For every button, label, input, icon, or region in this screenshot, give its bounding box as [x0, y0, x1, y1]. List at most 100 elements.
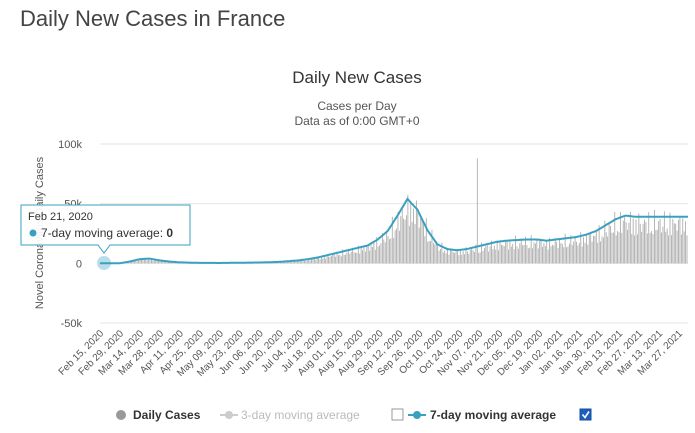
daily-case-bar[interactable] — [313, 258, 315, 264]
daily-case-bar[interactable] — [682, 218, 684, 264]
legend-7day-checkbox[interactable] — [579, 408, 592, 421]
daily-case-bar[interactable] — [301, 260, 303, 264]
daily-case-bar[interactable] — [583, 237, 585, 264]
daily-case-bar[interactable] — [330, 256, 332, 264]
daily-case-bar[interactable] — [445, 253, 447, 264]
daily-case-bar[interactable] — [342, 249, 344, 264]
daily-case-bar[interactable] — [573, 241, 575, 264]
daily-case-bar[interactable] — [366, 245, 368, 264]
seven-day-average-line[interactable] — [100, 197, 688, 265]
daily-case-bar[interactable] — [676, 230, 678, 264]
daily-case-bar[interactable] — [495, 249, 497, 264]
daily-case-bar[interactable] — [520, 238, 522, 264]
daily-case-bar[interactable] — [485, 246, 487, 264]
daily-case-bar[interactable] — [363, 247, 365, 264]
daily-case-bar[interactable] — [665, 231, 667, 264]
daily-case-bar[interactable] — [465, 247, 467, 264]
daily-case-bar[interactable] — [636, 234, 638, 264]
daily-case-bar[interactable] — [308, 258, 310, 264]
daily-case-bar[interactable] — [594, 235, 596, 264]
daily-case-bar[interactable] — [598, 225, 600, 264]
daily-case-bar[interactable] — [551, 244, 553, 264]
daily-case-bar[interactable] — [413, 208, 414, 264]
daily-case-bar[interactable] — [315, 259, 317, 264]
daily-case-bar[interactable] — [136, 261, 138, 264]
daily-case-bar[interactable] — [666, 228, 668, 264]
daily-case-bar[interactable] — [415, 200, 417, 264]
daily-case-bar[interactable] — [577, 245, 579, 264]
daily-case-bar[interactable] — [576, 241, 577, 264]
daily-case-bar[interactable] — [292, 260, 294, 264]
daily-case-bar[interactable] — [160, 260, 162, 264]
daily-case-bar[interactable] — [291, 261, 293, 264]
daily-case-bar[interactable] — [444, 250, 446, 264]
daily-case-bar[interactable] — [418, 227, 420, 264]
daily-case-bar[interactable] — [151, 259, 152, 264]
daily-case-bar[interactable] — [611, 232, 613, 264]
daily-case-bar[interactable] — [544, 245, 546, 264]
daily-case-bar[interactable] — [461, 254, 463, 264]
daily-case-bar[interactable] — [373, 242, 375, 264]
daily-case-bar[interactable] — [536, 239, 538, 264]
daily-case-bar[interactable] — [381, 233, 383, 264]
daily-case-bar[interactable] — [564, 233, 566, 264]
daily-case-bar[interactable] — [134, 261, 135, 264]
daily-case-bar[interactable] — [159, 260, 161, 264]
daily-case-bar[interactable] — [659, 218, 661, 264]
daily-case-bar[interactable] — [612, 232, 614, 264]
daily-case-bar[interactable] — [166, 261, 168, 264]
daily-case-bar[interactable] — [391, 216, 393, 264]
daily-case-bar[interactable] — [451, 250, 453, 264]
daily-case-bar[interactable] — [156, 260, 158, 264]
daily-case-bar[interactable] — [146, 260, 148, 264]
daily-case-bar[interactable] — [584, 242, 586, 264]
daily-case-bar[interactable] — [550, 246, 552, 264]
daily-case-bar[interactable] — [632, 218, 634, 264]
daily-case-bar[interactable] — [607, 236, 609, 264]
daily-case-bar[interactable] — [299, 260, 301, 264]
daily-case-bar[interactable] — [374, 249, 376, 264]
daily-case-bar[interactable] — [533, 242, 535, 264]
daily-case-bar[interactable] — [430, 241, 431, 264]
daily-case-bar[interactable] — [508, 249, 509, 264]
daily-case-bar[interactable] — [139, 259, 141, 264]
daily-case-bar[interactable] — [311, 259, 312, 264]
daily-case-bar[interactable] — [318, 256, 320, 264]
daily-case-bar[interactable] — [530, 235, 532, 264]
daily-case-bar[interactable] — [686, 235, 688, 264]
daily-case-bar[interactable] — [542, 246, 543, 264]
daily-case-bar[interactable] — [649, 232, 651, 264]
daily-case-bar[interactable] — [312, 258, 314, 264]
daily-case-bar[interactable] — [165, 261, 167, 264]
daily-case-bar[interactable] — [162, 261, 164, 264]
daily-case-bar[interactable] — [364, 251, 366, 264]
daily-case-bar[interactable] — [432, 242, 434, 264]
daily-case-bar[interactable] — [539, 240, 541, 264]
daily-case-bar[interactable] — [469, 249, 471, 264]
daily-case-bar[interactable] — [155, 260, 157, 264]
daily-case-bar[interactable] — [652, 233, 654, 264]
daily-case-bar[interactable] — [600, 241, 602, 264]
daily-case-bar[interactable] — [489, 246, 491, 264]
daily-case-bar[interactable] — [631, 234, 633, 264]
daily-case-bar[interactable] — [369, 250, 371, 264]
daily-case-bar[interactable] — [349, 253, 351, 264]
daily-case-bar[interactable] — [298, 260, 300, 264]
daily-case-bar[interactable] — [513, 249, 515, 264]
daily-case-bar[interactable] — [629, 211, 631, 264]
daily-case-bar[interactable] — [343, 254, 345, 264]
daily-case-bar[interactable] — [605, 232, 607, 264]
daily-case-bar[interactable] — [537, 248, 539, 264]
daily-case-bar[interactable] — [595, 231, 597, 264]
daily-case-bar[interactable] — [441, 242, 443, 264]
daily-case-bar[interactable] — [170, 262, 172, 264]
daily-case-bar[interactable] — [420, 215, 422, 264]
daily-case-bar[interactable] — [585, 235, 587, 264]
daily-case-bar[interactable] — [556, 241, 558, 264]
legend-item-3day[interactable]: 3-day moving average — [220, 408, 404, 422]
daily-case-bar[interactable] — [448, 254, 450, 264]
daily-case-bar[interactable] — [574, 235, 576, 264]
daily-case-bar[interactable] — [438, 250, 440, 264]
daily-case-bar[interactable] — [393, 238, 395, 264]
daily-case-bar[interactable] — [510, 246, 512, 264]
